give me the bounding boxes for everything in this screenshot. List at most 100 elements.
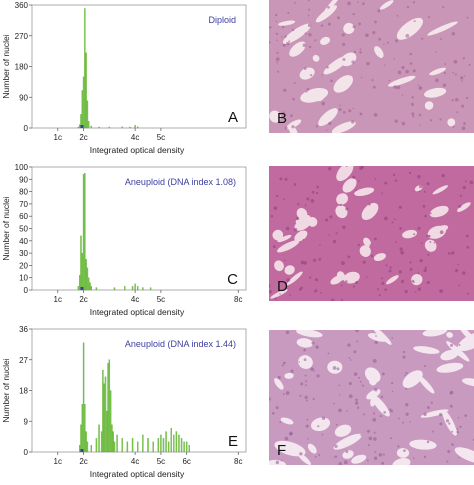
nucleus-dot	[426, 440, 430, 444]
gland-lumen	[364, 367, 381, 383]
nucleus-dot	[286, 41, 290, 46]
nucleus-dot	[336, 367, 340, 371]
nucleus-dot	[294, 1, 296, 4]
nucleus-dot	[305, 399, 308, 402]
histogram-bar	[85, 431, 87, 453]
nucleus-dot	[424, 266, 427, 269]
nucleus-dot	[314, 455, 317, 458]
nucleus-dot	[339, 104, 341, 106]
nucleus-dot	[366, 61, 370, 66]
gland-lumen	[385, 275, 399, 285]
x-tick-label: 8c	[234, 457, 242, 466]
nucleus-dot	[299, 394, 302, 397]
nucleus-dot	[426, 280, 430, 285]
nucleus-dot	[369, 243, 372, 246]
nucleus-dot	[405, 69, 409, 74]
histogram-bar	[81, 252, 83, 291]
nucleus-dot	[419, 124, 421, 126]
nucleus-dot	[345, 450, 349, 454]
nucleus-dot	[399, 227, 402, 230]
nucleus-dot	[300, 260, 305, 265]
nucleus-dot	[413, 457, 415, 460]
y-tick-label: 9	[24, 417, 29, 426]
nucleus-dot	[328, 233, 330, 236]
y-tick-label: 0	[24, 448, 29, 457]
histogram-bar	[116, 434, 118, 453]
nucleus-dot	[439, 38, 442, 41]
y-tick-label: 36	[19, 325, 28, 334]
nucleus-dot	[307, 0, 310, 2]
gland-lumen	[396, 448, 410, 458]
histogram-bar	[95, 438, 98, 453]
nucleus-dot	[319, 244, 321, 246]
histogram-bar	[121, 126, 123, 129]
nucleus-dot	[413, 233, 416, 236]
x-tick-label: 2c	[79, 133, 87, 142]
nucleus-dot	[302, 43, 307, 48]
gland-lumen	[372, 330, 392, 345]
nucleus-dot	[417, 84, 420, 87]
nucleus-dot	[351, 60, 355, 64]
nucleus-dot	[404, 374, 406, 377]
nucleus-dot	[393, 85, 398, 89]
nucleus-dot	[302, 238, 305, 241]
nucleus-dot	[312, 398, 315, 401]
nucleus-dot	[352, 12, 355, 16]
nucleus-dot	[305, 90, 308, 93]
nucleus-dot	[342, 225, 346, 230]
histogram-bar	[162, 438, 165, 453]
gland-lumen	[269, 459, 287, 465]
y-tick-label: 60	[19, 212, 28, 221]
nucleus-dot	[340, 299, 344, 301]
gland-lumen	[436, 225, 449, 232]
histogram-bar	[178, 434, 180, 453]
nucleus-dot	[449, 390, 454, 395]
nucleus-dot	[419, 184, 423, 189]
histogram-bar	[147, 438, 149, 453]
nucleus-dot	[321, 74, 323, 76]
gland-lumen	[333, 75, 353, 93]
nucleus-dot	[394, 39, 399, 43]
nucleus-dot	[352, 175, 356, 179]
panel-letter-f: F	[277, 442, 287, 459]
histogram-bar	[104, 376, 107, 453]
nucleus-dot	[427, 253, 430, 256]
panel-letter: E	[228, 433, 238, 450]
y-tick-label: 40	[19, 237, 28, 246]
nucleus-dot	[317, 425, 320, 428]
nucleus-dot	[304, 204, 307, 207]
nucleus-dot	[413, 281, 415, 283]
nucleus-dot	[359, 112, 363, 116]
histogram-bar	[106, 410, 108, 453]
nucleus-dot	[282, 393, 285, 396]
gland-lumen	[432, 185, 449, 195]
nucleus-dot	[332, 240, 337, 244]
gland-lumen	[454, 447, 474, 464]
panel-letter: C	[227, 271, 238, 288]
nucleus-dot	[281, 111, 285, 115]
micrograph-b-image	[269, 0, 474, 133]
nucleus-dot	[355, 330, 359, 333]
nucleus-dot	[362, 2, 365, 6]
nucleus-dot	[409, 267, 413, 271]
nucleus-dot	[426, 182, 430, 186]
nucleus-dot	[321, 433, 324, 436]
nucleus-dot	[355, 398, 358, 402]
gland-lumen	[288, 125, 298, 133]
gland-lumen	[361, 202, 379, 220]
nucleus-dot	[279, 421, 282, 424]
histogram-bar	[81, 90, 83, 129]
nucleus-dot	[397, 70, 402, 75]
gland-lumen	[402, 370, 423, 388]
histogram-bar	[173, 434, 175, 453]
gland-lumen	[342, 178, 357, 193]
nucleus-dot	[269, 283, 271, 286]
nucleus-dot	[315, 345, 319, 349]
x-tick-label: 4c	[131, 457, 139, 466]
nucleus-dot	[350, 359, 352, 361]
gland-lumen	[331, 121, 356, 133]
nucleus-dot	[446, 460, 449, 463]
nucleus-dot	[417, 272, 419, 274]
nucleus-dot	[288, 40, 291, 43]
gland-lumen	[330, 275, 343, 285]
